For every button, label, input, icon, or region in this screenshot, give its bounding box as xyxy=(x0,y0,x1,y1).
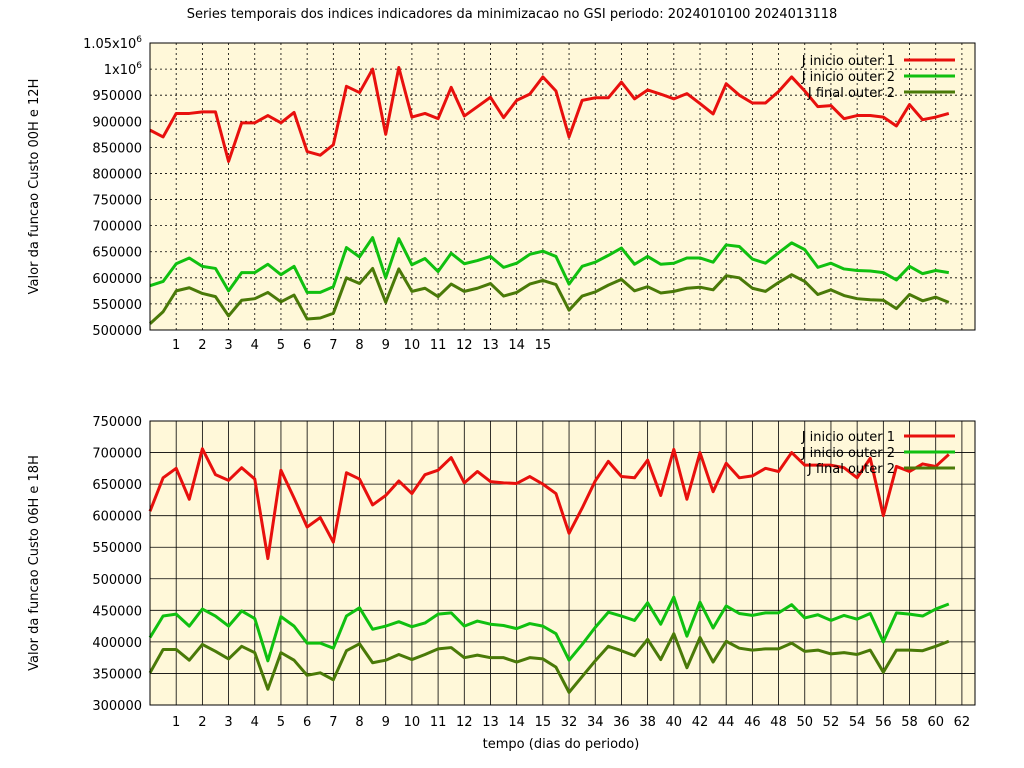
x-tick-label: 4 xyxy=(251,715,259,730)
x-tick-label: 7 xyxy=(329,338,337,353)
x-tick-label: 11 xyxy=(430,715,447,730)
y-tick-label: 1.05x106 xyxy=(83,35,142,52)
chart-title: Series temporais dos indices indicadores… xyxy=(187,7,838,22)
y-tick-label: 400000 xyxy=(92,636,142,651)
x-tick-label: 1 xyxy=(172,715,180,730)
x-tick-label: 8 xyxy=(355,338,363,353)
y-tick-label: 750000 xyxy=(92,415,142,430)
y-tick-label: 350000 xyxy=(92,667,142,682)
legend-label-1: J inicio outer 1 xyxy=(801,54,895,69)
x-tick-label: 3 xyxy=(224,338,232,353)
x-tick-label: 13 xyxy=(482,338,499,353)
x-tick-label: 6 xyxy=(303,338,311,353)
x-tick-label: 3 xyxy=(224,715,232,730)
x-tick-label: 36 xyxy=(613,715,630,730)
y-tick-label: 450000 xyxy=(92,604,142,619)
x-tick-label: 42 xyxy=(692,715,709,730)
legend-label-3: J final outer 2 xyxy=(807,462,895,477)
series-line-3 xyxy=(148,266,950,325)
y-tick-label: 650000 xyxy=(92,478,142,493)
y-tick-label: 500000 xyxy=(92,324,142,339)
x-tick-label: 5 xyxy=(277,715,285,730)
legend-label-2: J inicio outer 2 xyxy=(801,446,895,461)
y-tick-label: 800000 xyxy=(92,167,142,182)
x-tick-label: 15 xyxy=(535,715,552,730)
x-tick-label: 34 xyxy=(587,715,604,730)
x-tick-label: 7 xyxy=(329,715,337,730)
plot-frame xyxy=(149,42,976,331)
y-tick-label: 650000 xyxy=(92,246,142,261)
x-tick-label: 38 xyxy=(639,715,656,730)
bottom-panel: 300000 350000 400000 450000 500000 550000 6000… xyxy=(27,415,976,730)
y-tick-label: 500000 xyxy=(92,573,142,588)
x-tick-label: 5 xyxy=(277,338,285,353)
y-tick-label: 850000 xyxy=(92,141,142,156)
y-tick-label: 300000 xyxy=(92,699,142,714)
x-tick-label: 40 xyxy=(666,715,683,730)
top-panel: 500000 550000 600000 650000 700000 750000 8000… xyxy=(27,35,976,353)
y-axis-label: Valor da funcao Custo 06H e 18H xyxy=(27,455,42,671)
x-tick-label: 32 xyxy=(561,715,578,730)
x-tick-label: 44 xyxy=(718,715,735,730)
x-axis-label: tempo (dias do periodo) xyxy=(483,737,640,752)
series-line-1 xyxy=(149,66,950,163)
y-tick-label: 700000 xyxy=(92,447,142,462)
x-tick-label: 1 xyxy=(172,338,180,353)
x-tick-label: 6 xyxy=(303,715,311,730)
x-tick-label: 14 xyxy=(508,715,525,730)
legend-label-3: J final outer 2 xyxy=(807,86,895,101)
y-axis-label: Valor da funcao Custo 00H e 12H xyxy=(27,79,42,295)
x-tick-label: 10 xyxy=(404,338,421,353)
x-tick-label: 15 xyxy=(535,338,552,353)
x-tick-label: 14 xyxy=(508,338,525,353)
x-tick-label: 11 xyxy=(430,338,447,353)
x-tick-label: 52 xyxy=(823,715,840,730)
x-tick-label: 4 xyxy=(251,338,259,353)
x-tick-label: 12 xyxy=(456,338,473,353)
x-tick-label: 48 xyxy=(770,715,787,730)
plot-background xyxy=(150,43,975,330)
series-line-3 xyxy=(148,632,950,694)
legend-label-1: J inicio outer 1 xyxy=(801,430,895,445)
x-tick-label: 56 xyxy=(875,715,892,730)
x-tick-label: 50 xyxy=(796,715,813,730)
y-tick-label: 550000 xyxy=(92,298,142,313)
x-tick-label: 2 xyxy=(198,338,206,353)
y-tick-label: 550000 xyxy=(92,541,142,556)
y-tick-label: 600000 xyxy=(92,272,142,287)
y-tick-label: 600000 xyxy=(92,510,142,525)
x-tick-label: 10 xyxy=(404,715,421,730)
legend-label-2: J inicio outer 2 xyxy=(801,70,895,85)
y-tick-label: 950000 xyxy=(92,89,142,104)
x-tick-label: 13 xyxy=(482,715,499,730)
x-tick-label: 9 xyxy=(382,715,390,730)
x-tick-label: 54 xyxy=(849,715,866,730)
x-tick-label: 12 xyxy=(456,715,473,730)
y-tick-label: 1x106 xyxy=(104,61,143,78)
x-tick-label: 58 xyxy=(901,715,918,730)
plot-frame xyxy=(149,420,976,706)
y-tick-label: 900000 xyxy=(92,115,142,130)
x-tick-label: 2 xyxy=(198,715,206,730)
x-tick-label: 46 xyxy=(744,715,761,730)
series-line-2 xyxy=(148,595,950,663)
series-line-1 xyxy=(148,447,950,561)
x-tick-label: 8 xyxy=(355,715,363,730)
x-tick-label: 62 xyxy=(954,715,971,730)
x-tick-label: 9 xyxy=(382,338,390,353)
y-tick-label: 700000 xyxy=(92,220,142,235)
y-tick-label: 750000 xyxy=(92,194,142,209)
series-line-2 xyxy=(149,236,950,294)
x-tick-label: 60 xyxy=(927,715,944,730)
